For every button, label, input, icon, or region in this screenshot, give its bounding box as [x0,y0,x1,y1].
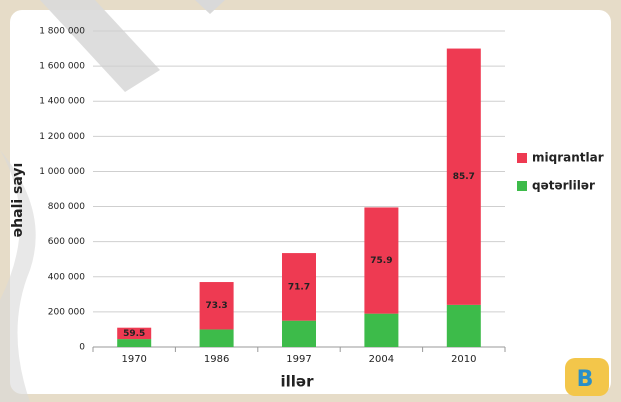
y-tick-label: 1 800 000 [39,27,85,37]
legend-label: qətərlilər [532,179,595,193]
y-tick-label: 400 000 [48,272,85,282]
bar-segment [199,329,234,347]
y-tick-label: 0 [79,343,85,353]
bar-label: 71.7 [288,282,310,292]
legend-label: miqrantlar [532,151,604,165]
x-tick-label: 1970 [121,354,146,365]
y-tick-label: 1 400 000 [39,97,85,107]
decor-stripe [40,0,160,92]
badge-bg [565,358,609,396]
bar-label: 73.3 [205,301,227,311]
x-axis-label: illər [281,373,315,391]
y-tick-label: 1 000 000 [39,167,85,177]
bar-segment [117,327,152,340]
bar-segment [446,48,481,305]
bar-segment [282,253,316,321]
bar-segment [117,339,152,347]
bar-segment [282,320,316,347]
bar-segment [364,313,399,347]
legend-swatch [517,181,527,191]
y-tick-label: 800 000 [48,202,85,212]
bar-label: 85.7 [453,172,475,182]
decor-curve [0,150,36,402]
x-tick-label: 2010 [451,354,476,365]
bar-label: 75.9 [370,256,392,266]
decor-stripe [195,0,225,14]
y-tick-label: 1 600 000 [39,62,85,72]
y-tick-label: 1 200 000 [39,132,85,142]
legend-swatch [517,153,527,163]
y-axis-label: əhali sayı [10,163,26,238]
x-tick-label: 1986 [204,354,229,365]
y-tick-label: 600 000 [48,237,85,247]
bar-segment [364,207,399,314]
x-tick-label: 1997 [286,354,311,365]
bar-label: 59.5 [123,329,145,339]
badge: B [577,367,594,392]
bar-segment [446,304,481,347]
x-tick-label: 2004 [369,354,394,365]
bar-segment [199,282,234,330]
y-tick-label: 200 000 [48,307,85,317]
